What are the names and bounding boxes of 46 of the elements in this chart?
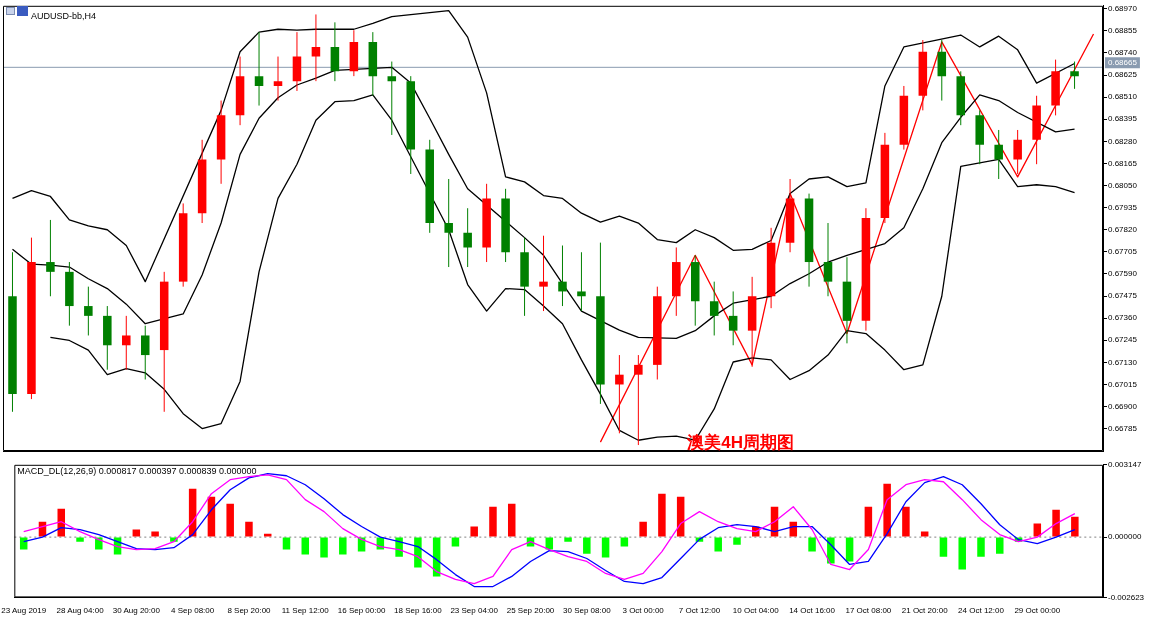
y-tick-label: 0.66900	[1108, 401, 1138, 411]
y-tick-label: 0.67590	[1108, 269, 1138, 279]
x-tick-label: 11 Sep 12:00	[281, 606, 330, 616]
text: AUDUSD-bb,H4	[31, 11, 97, 22]
x-tick-label: 8 Sep 20:00	[227, 606, 272, 616]
y-tick-label: 0.67245	[1108, 335, 1138, 345]
x-tick-label: 21 Oct 20:00	[901, 606, 949, 616]
x-tick-label: 16 Sep 00:00	[337, 606, 386, 616]
x-tick-label: 28 Aug 04:00	[56, 606, 105, 616]
y-tick-label: 0.68625	[1108, 70, 1138, 80]
y-tick-label: 0.67820	[1108, 224, 1138, 234]
chart-title: MACD_DL(12,26,9) 0.000817 0.000397 0.000839 0.000000	[17, 466, 257, 477]
x-tick-label: 3 Oct 00:00	[622, 606, 665, 616]
x-tick-label: 17 Oct 08:00	[845, 606, 892, 616]
x-tick-label: 30 Aug 20:00	[112, 606, 161, 616]
y-tick-label: 0.67130	[1108, 357, 1138, 367]
x-tick-label: 18 Sep 16:00	[394, 606, 443, 616]
y-tick-label: 0.68165	[1108, 158, 1138, 168]
y-tick-label: 0.67475	[1108, 291, 1138, 301]
ref-line-label: 0.68665	[1108, 58, 1138, 68]
y-tick-label: 0.67935	[1108, 202, 1138, 212]
y-tick-label: 0.003147	[1108, 460, 1142, 469]
x-tick-label: 25 Sep 20:00	[506, 606, 555, 616]
y-tick-label: 0.68280	[1108, 136, 1138, 146]
x-tick-label: 10 Oct 04:00	[732, 606, 780, 616]
x-tick-label: 23 Aug 2019	[1, 606, 47, 616]
y-tick-label: 0.68395	[1108, 114, 1138, 124]
y-tick-label: 0.68510	[1108, 92, 1138, 102]
y-tick-label: 0.68050	[1108, 180, 1138, 190]
y-tick-label: 0.68855	[1108, 25, 1138, 35]
y-tick-label: 0.66785	[1108, 423, 1138, 433]
x-tick-label: 29 Oct 00:00	[1014, 606, 1061, 616]
y-tick-label: 0.67015	[1108, 379, 1138, 389]
annotation: 澳美4H周期图	[686, 433, 794, 452]
y-tick-label: -0.002623	[1108, 592, 1145, 602]
x-tick-label: 7 Oct 12:00	[678, 606, 721, 616]
x-tick-label: 14 Oct 16:00	[789, 606, 836, 616]
x-tick-label: 30 Sep 08:00	[563, 606, 612, 616]
y-tick-label: 0.68970	[1108, 3, 1138, 13]
y-tick-label: 0.68740	[1108, 48, 1138, 58]
y-tick-label: 0.67705	[1108, 247, 1138, 257]
y-tick-label: 0.67360	[1108, 313, 1138, 323]
x-tick-label: 23 Sep 04:00	[450, 606, 499, 616]
x-tick-label: 24 Oct 12:00	[958, 606, 1005, 616]
x-tick-label: 4 Sep 08:00	[171, 606, 215, 616]
y-tick-label: 0.000000	[1108, 532, 1142, 542]
